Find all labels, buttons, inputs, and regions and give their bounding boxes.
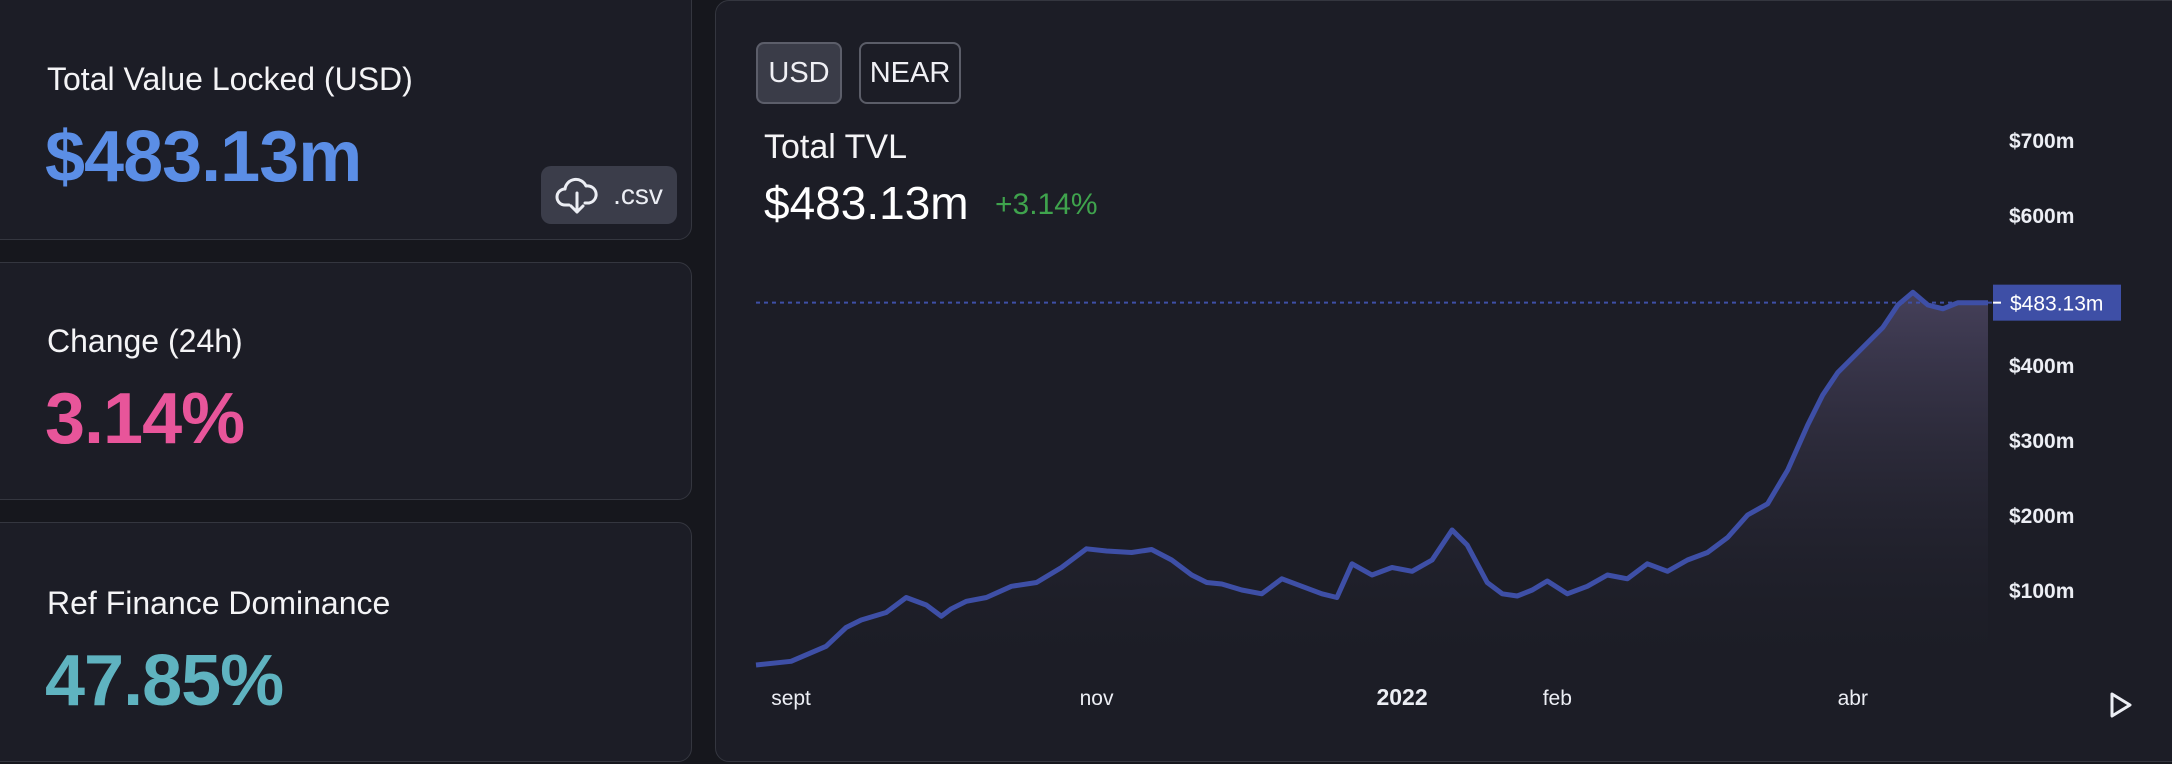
chart-title: Total TVL [764,128,908,166]
play-icon[interactable] [2105,690,2135,720]
price-tag-label: $483.13m [2010,293,2103,316]
dominance-value: 47.85% [45,641,284,721]
csv-button-label: .csv [613,179,663,210]
chart-total-value: $483.13m [764,177,969,229]
tvl-area [756,292,1988,665]
near-toggle[interactable]: NEAR [859,42,961,104]
x-tick-label: 2022 [1376,684,1427,710]
tvl-line [755,289,1988,668]
y-tick-label: $600m [2009,205,2074,228]
dominance-label: Ref Finance Dominance [47,585,391,621]
y-tick-label: $300m [2009,430,2074,453]
chart-change-badge: +3.14% [995,188,1098,221]
change-card: Change (24h) 3.14% [0,262,692,500]
y-tick-label: $700m [2009,130,2074,153]
change-label: Change (24h) [47,323,243,359]
tvl-value: $483.13m [45,117,362,197]
change-value: 3.14% [45,379,245,459]
csv-download-button[interactable]: .csv [541,166,677,224]
y-tick-label: $200m [2009,505,2074,528]
dominance-card: Ref Finance Dominance 47.85% [0,522,692,762]
x-tick-label: feb [1543,687,1572,710]
cloud-download-icon [555,177,598,214]
tvl-card: Total Value Locked (USD) $483.13m [0,0,692,240]
current-price-tag: $483.13m [1993,284,2121,321]
x-tick-label: sept [771,687,811,710]
x-tick-label: abr [1838,687,1868,710]
y-tick-label: $400m [2009,355,2074,378]
y-tick-label: $100m [2009,580,2074,603]
tvl-label: Total Value Locked (USD) [47,61,413,97]
x-tick-label: nov [1080,687,1114,710]
usd-toggle[interactable]: USD [756,42,842,104]
